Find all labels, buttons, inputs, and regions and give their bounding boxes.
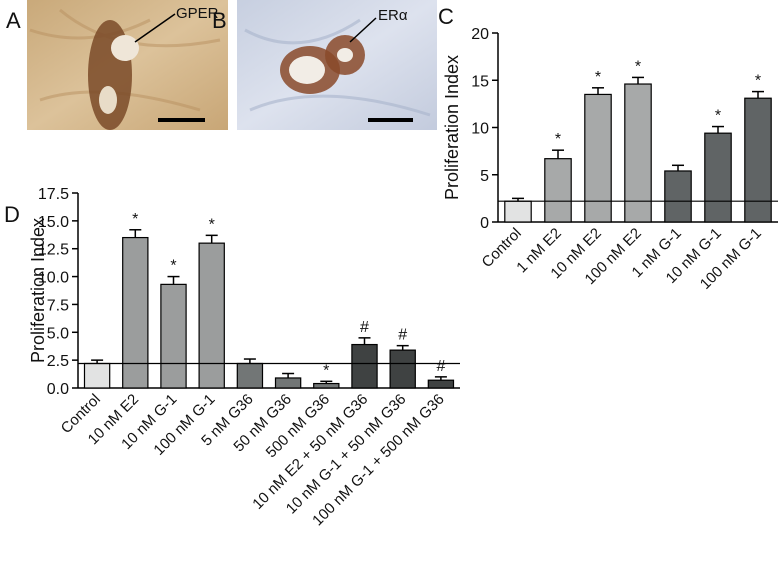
bar <box>160 283 187 389</box>
y-tick-label: 20 <box>471 26 489 43</box>
bar <box>504 200 532 223</box>
bar <box>584 93 612 223</box>
y-tick-label: 2.5 <box>47 353 69 370</box>
significance-marker: # <box>436 358 445 375</box>
bar <box>427 379 455 389</box>
significance-marker: * <box>323 362 329 379</box>
y-tick-label: 7.5 <box>47 297 69 314</box>
significance-marker: * <box>170 258 176 275</box>
significance-marker: # <box>360 319 369 336</box>
significance-marker: * <box>595 69 601 86</box>
bar <box>274 377 302 389</box>
bar <box>351 343 378 389</box>
bar <box>704 132 732 223</box>
significance-marker: * <box>555 131 561 148</box>
y-tick-label: 15.0 <box>38 214 69 231</box>
y-tick-label: 0.0 <box>47 381 69 398</box>
micrograph-b <box>237 0 437 130</box>
y-tick-label: 10.0 <box>38 270 69 287</box>
y-axis-label: Proliferation Index <box>28 218 48 363</box>
significance-marker: * <box>755 73 761 90</box>
image-annotation: ERα <box>378 7 408 24</box>
significance-marker: * <box>715 108 721 125</box>
y-tick-label: 15 <box>471 73 489 90</box>
y-tick-label: 12.5 <box>38 242 69 259</box>
bar <box>664 170 692 223</box>
bar <box>198 242 225 389</box>
significance-marker: * <box>132 211 138 228</box>
bar <box>389 349 416 389</box>
significance-marker: * <box>209 216 215 233</box>
bar <box>744 97 772 223</box>
micrograph-a <box>27 0 228 130</box>
y-tick-label: 10 <box>471 121 489 138</box>
y-tick-label: 5.0 <box>47 325 69 342</box>
significance-marker: * <box>635 58 641 75</box>
bar <box>122 236 149 389</box>
bar <box>313 382 340 389</box>
bar <box>624 83 652 223</box>
image-annotation: GPER <box>176 5 219 22</box>
panel-label: B <box>212 8 227 33</box>
y-axis-label: Proliferation Index <box>442 55 462 200</box>
bar <box>236 362 264 389</box>
panel-label: D <box>4 202 20 227</box>
y-tick-label: 0 <box>480 215 489 232</box>
bar <box>83 362 111 389</box>
y-tick-label: 17.5 <box>38 186 69 203</box>
panel-label: C <box>438 4 454 29</box>
panel-label: A <box>6 8 21 33</box>
significance-marker: # <box>398 327 407 344</box>
y-tick-label: 5 <box>480 168 489 185</box>
bar <box>544 158 572 223</box>
